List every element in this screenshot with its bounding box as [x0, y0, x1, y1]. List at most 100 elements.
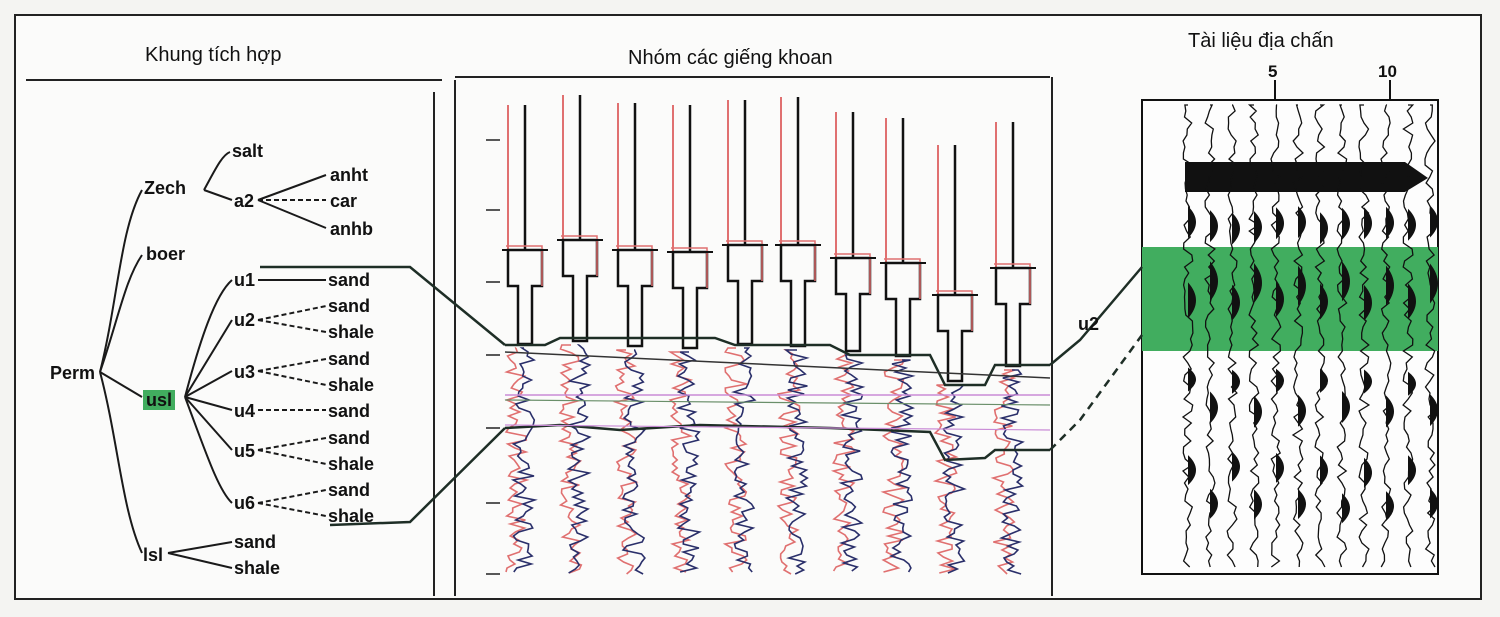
seismic-trace	[1226, 104, 1238, 568]
node-perm: Perm	[50, 363, 96, 383]
node-car: car	[330, 191, 358, 211]
seismic-lobe	[1320, 368, 1328, 393]
tree-connector	[99, 371, 143, 398]
correlation-link	[1049, 266, 1143, 366]
seismic-trace	[1336, 104, 1348, 568]
seismic-lobe	[1188, 282, 1196, 319]
well-block	[506, 248, 544, 346]
seismic-lobe	[1342, 493, 1350, 524]
node-anht: anht	[330, 165, 368, 185]
node-a2: a2	[234, 191, 255, 211]
node-u5: u5	[234, 441, 256, 461]
seismic-lobe	[1276, 281, 1284, 318]
node-boer: boer	[146, 244, 186, 264]
seismic-lobe	[1408, 283, 1416, 320]
seismic-lobe	[1210, 210, 1218, 243]
seismic-lobe	[1188, 206, 1196, 239]
node-u4: u4	[234, 401, 256, 421]
well-log-trace	[730, 347, 757, 573]
seismic-lobe	[1386, 206, 1394, 239]
seismic-lobe	[1298, 394, 1306, 427]
seismic-lobe	[1298, 265, 1306, 306]
tree-connector	[203, 189, 233, 201]
well-column	[502, 105, 548, 573]
well-log-trace	[998, 369, 1025, 575]
well-block-red	[726, 240, 763, 281]
seismic-lobe	[1342, 207, 1350, 240]
well-block-red	[779, 240, 816, 281]
tree-connector	[99, 189, 143, 373]
seismic-lobe	[1320, 212, 1328, 245]
seismic-trace	[1314, 104, 1326, 568]
well-block-red	[936, 290, 973, 331]
well-block-red	[506, 245, 543, 286]
tree-connector	[203, 151, 231, 191]
well-block	[671, 250, 709, 350]
node-usl: usl	[143, 390, 176, 410]
well-log-trace	[620, 349, 646, 575]
correlation-horizon	[504, 424, 1051, 431]
tree-connector	[99, 371, 143, 554]
seismic-lobe	[1210, 488, 1218, 519]
seismic-lobe	[1342, 261, 1350, 302]
well-block-red	[561, 235, 598, 276]
seismic-lobe	[1254, 489, 1262, 520]
seismic-lobe	[1320, 455, 1328, 486]
seismic-lobe	[1210, 261, 1218, 302]
tree-connector	[167, 552, 233, 569]
seismic-lobe	[1298, 206, 1306, 239]
seismic-lobe	[1364, 284, 1372, 321]
well-column	[990, 122, 1036, 575]
correlation-horizon	[504, 399, 1051, 406]
seismic-lobe	[1430, 263, 1438, 304]
seismic-lobe	[1276, 207, 1284, 240]
node-u6-shale: shale	[328, 506, 375, 526]
tree-connector	[257, 199, 327, 229]
seismic-lobe	[1232, 284, 1240, 321]
seismic-lobe	[1430, 488, 1438, 519]
node-u3-sand: sand	[328, 349, 371, 369]
correlation-link	[260, 265, 506, 346]
node-u2-sand: sand	[328, 296, 371, 316]
node-u6: u6	[234, 493, 256, 513]
seismic-lobe	[1386, 395, 1394, 428]
well-block	[834, 256, 872, 353]
well-block-red	[834, 253, 871, 294]
seismic-lobe	[1430, 394, 1438, 427]
tree-connector	[167, 541, 233, 554]
seismic-lobe	[1408, 208, 1416, 241]
well-column	[612, 103, 658, 575]
seismic-lobe	[1254, 395, 1262, 428]
seismic-lobe	[1232, 451, 1240, 482]
well-log-trace	[566, 344, 593, 574]
well-log-trace	[830, 354, 856, 572]
seismic-lobe	[1320, 283, 1328, 320]
tree-connector	[257, 370, 327, 386]
seismic-lobe	[1276, 368, 1284, 393]
seismic-trace	[1402, 104, 1415, 568]
seismic-lobe	[1232, 369, 1240, 394]
seismic-lobe	[1342, 390, 1350, 423]
well-block-red	[994, 263, 1031, 304]
well-log-trace	[722, 347, 748, 573]
node-zech: Zech	[144, 178, 187, 198]
panel-lines	[26, 76, 1053, 596]
correlation-horizon	[504, 351, 1051, 379]
node-u5-shale: shale	[328, 454, 375, 474]
well-log-trace	[783, 349, 810, 575]
node-u3-shale: shale	[328, 375, 375, 395]
tree-connector	[184, 319, 233, 398]
well-log-trace	[557, 344, 583, 574]
tree-connector	[257, 358, 327, 372]
seismic-lobe	[1408, 371, 1416, 396]
tree-connector	[257, 305, 327, 321]
tree-connector	[257, 437, 327, 451]
well-log-trace	[838, 354, 866, 572]
seismic-title: Tài liệu địa chấn	[1188, 30, 1334, 52]
tree-connector	[257, 449, 327, 465]
seismic-trace	[1204, 104, 1216, 568]
correlation-horizon	[504, 423, 1050, 462]
seismic-lobe	[1210, 391, 1218, 424]
tree-connector	[184, 396, 233, 411]
